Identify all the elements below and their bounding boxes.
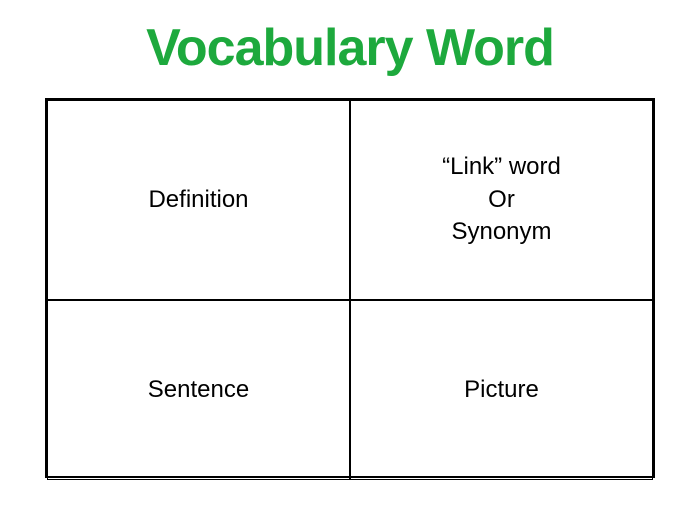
cell-link-word-line1: “Link” word: [442, 151, 561, 183]
cell-definition: Definition: [47, 100, 350, 300]
cell-sentence: Sentence: [47, 300, 350, 480]
cell-sentence-line1: Sentence: [148, 374, 249, 406]
cell-picture: Picture: [350, 300, 653, 480]
cell-link-word-line3: Synonym: [451, 216, 551, 248]
cell-definition-line1: Definition: [148, 184, 248, 216]
cell-picture-line1: Picture: [464, 374, 539, 406]
page-title: Vocabulary Word: [146, 18, 554, 78]
cell-link-word-line2: Or: [488, 184, 515, 216]
cell-link-word: “Link” word Or Synonym: [350, 100, 653, 300]
vocab-grid: Definition “Link” word Or Synonym Senten…: [45, 98, 655, 478]
